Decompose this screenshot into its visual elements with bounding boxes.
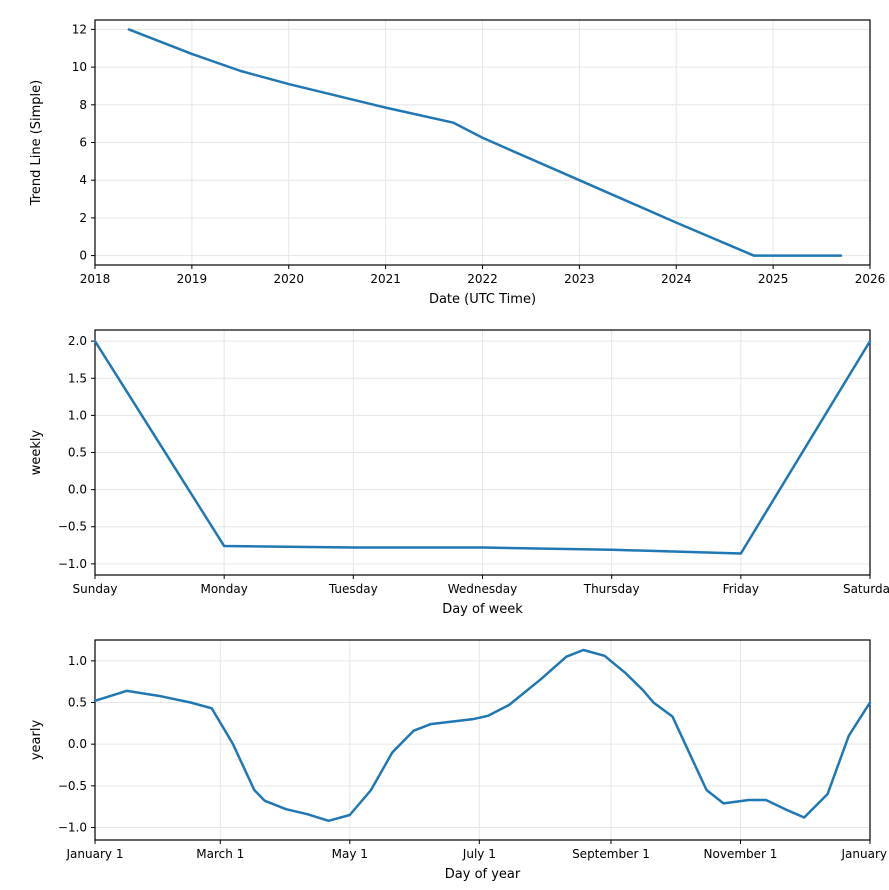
xtick-label: May 1: [332, 847, 368, 861]
series-line: [95, 650, 870, 821]
xtick-label: 2019: [177, 272, 208, 286]
xtick-label: 2026: [855, 272, 886, 286]
figure: 2018 2019 2020 2021 2022 2023 2024 2025 2026 0 2 4 6…: [0, 0, 889, 890]
ytick-label: 1.0: [68, 408, 87, 422]
xtick-label: 2021: [370, 272, 401, 286]
xtick-label: Monday: [200, 582, 247, 596]
ytick-label: 0.0: [68, 737, 87, 751]
xtick-label: Tuesday: [328, 582, 378, 596]
ytick-label: −0.5: [58, 779, 87, 793]
ytick-label: 0: [79, 249, 87, 263]
xtick-label: September 1: [572, 847, 650, 861]
ytick-label: −1.0: [58, 821, 87, 835]
ylabel: Trend Line (Simple): [29, 80, 44, 206]
panel-weekly: Sunday Monday Tuesday Wednesday Thursday Frid…: [29, 330, 889, 617]
xtick-label: 2023: [564, 272, 595, 286]
ytick-label: 0.5: [68, 696, 87, 710]
xtick-label: Sunday: [73, 582, 118, 596]
ytick-label: 4: [79, 173, 87, 187]
xtick-label: 2018: [80, 272, 111, 286]
xtick-label: March 1: [196, 847, 244, 861]
ytick-label: 2.0: [68, 334, 87, 348]
xtick-label: Saturday: [843, 582, 889, 596]
xtick-label: Wednesday: [448, 582, 517, 596]
ylabel: yearly: [29, 720, 44, 761]
ytick-label: 8: [79, 98, 87, 112]
ytick-label: 0.0: [68, 483, 87, 497]
ytick-label: 2: [79, 211, 87, 225]
panel-trend: 2018 2019 2020 2021 2022 2023 2024 2025 2026 0 2 4 6…: [29, 20, 885, 307]
ytick-label: 12: [72, 22, 87, 36]
ytick-label: 0.5: [68, 446, 87, 460]
xtick-label: 2025: [758, 272, 789, 286]
xtick-label: 2020: [273, 272, 304, 286]
xtick-label: Friday: [723, 582, 759, 596]
ytick-label: −0.5: [58, 520, 87, 534]
xtick-label: July 1: [462, 847, 496, 861]
ytick-label: 6: [79, 136, 87, 150]
ytick-label: −1.0: [58, 557, 87, 571]
xtick-label: 2022: [467, 272, 498, 286]
plot-frame: [95, 640, 870, 840]
xlabel: Day of week: [442, 602, 523, 617]
xtick-label: January 1: [66, 847, 124, 861]
ytick-label: 1.0: [68, 654, 87, 668]
panel-yearly: January 1 March 1 May 1 July 1 September 1 No…: [29, 640, 889, 882]
xlabel: Day of year: [445, 867, 521, 882]
ytick-label: 10: [72, 60, 87, 74]
xtick-label: Thursday: [583, 582, 640, 596]
xtick-label: November 1: [704, 847, 778, 861]
xtick-label: January 1: [841, 847, 889, 861]
ylabel: weekly: [29, 429, 44, 475]
xlabel: Date (UTC Time): [429, 292, 536, 307]
xtick-label: 2024: [661, 272, 692, 286]
ytick-label: 1.5: [68, 371, 87, 385]
